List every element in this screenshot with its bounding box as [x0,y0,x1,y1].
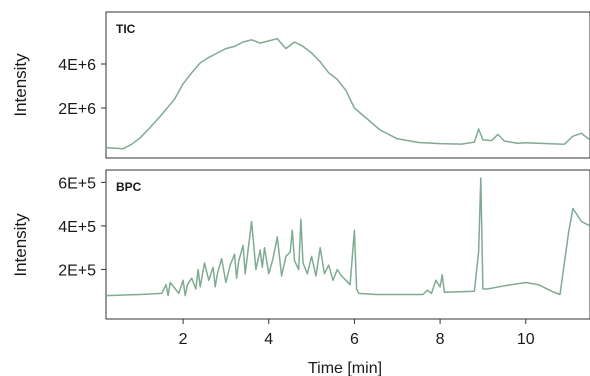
x-tick-label: 8 [436,331,445,348]
tic-y-axis-label: Intensity [11,53,30,117]
tic-title: TIC [116,22,136,36]
bpc-y-ticks: 2E+5 4E+5 6E+5 [58,175,106,279]
bpc-panel: BPC 2E+5 4E+5 6E+5 2 4 6 8 10 Intensity [11,169,590,348]
tic-y-tick-label: 2E+6 [58,101,96,118]
bpc-y-tick-label: 6E+5 [58,175,96,192]
bpc-trace-line [105,177,590,297]
bpc-plot-frame [105,169,590,320]
x-axis-label: Time [min] [308,360,382,376]
x-tick-label: 6 [350,331,359,348]
x-tick-label: 2 [179,331,188,348]
tic-trace-line [105,37,590,150]
tic-panel: TIC 2E+6 4E+6 Intensity [11,11,590,159]
x-tick-label: 4 [264,331,273,348]
bpc-x-ticks: 2 4 6 8 10 [179,319,535,348]
bpc-y-tick-label: 2E+5 [58,262,96,279]
bpc-y-tick-label: 4E+5 [58,219,96,236]
tic-series [105,37,590,150]
bpc-y-axis-label: Intensity [11,213,30,277]
tic-y-tick-label: 4E+6 [58,57,96,74]
tic-y-ticks: 2E+6 4E+6 [58,57,106,118]
bpc-title: BPC [116,180,142,194]
bpc-series [105,177,590,297]
x-tick-label: 10 [517,331,535,348]
tic-plot-frame [105,11,590,159]
